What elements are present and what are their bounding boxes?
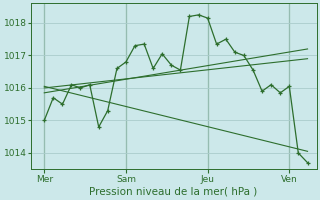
X-axis label: Pression niveau de la mer( hPa ): Pression niveau de la mer( hPa ) <box>90 187 258 197</box>
